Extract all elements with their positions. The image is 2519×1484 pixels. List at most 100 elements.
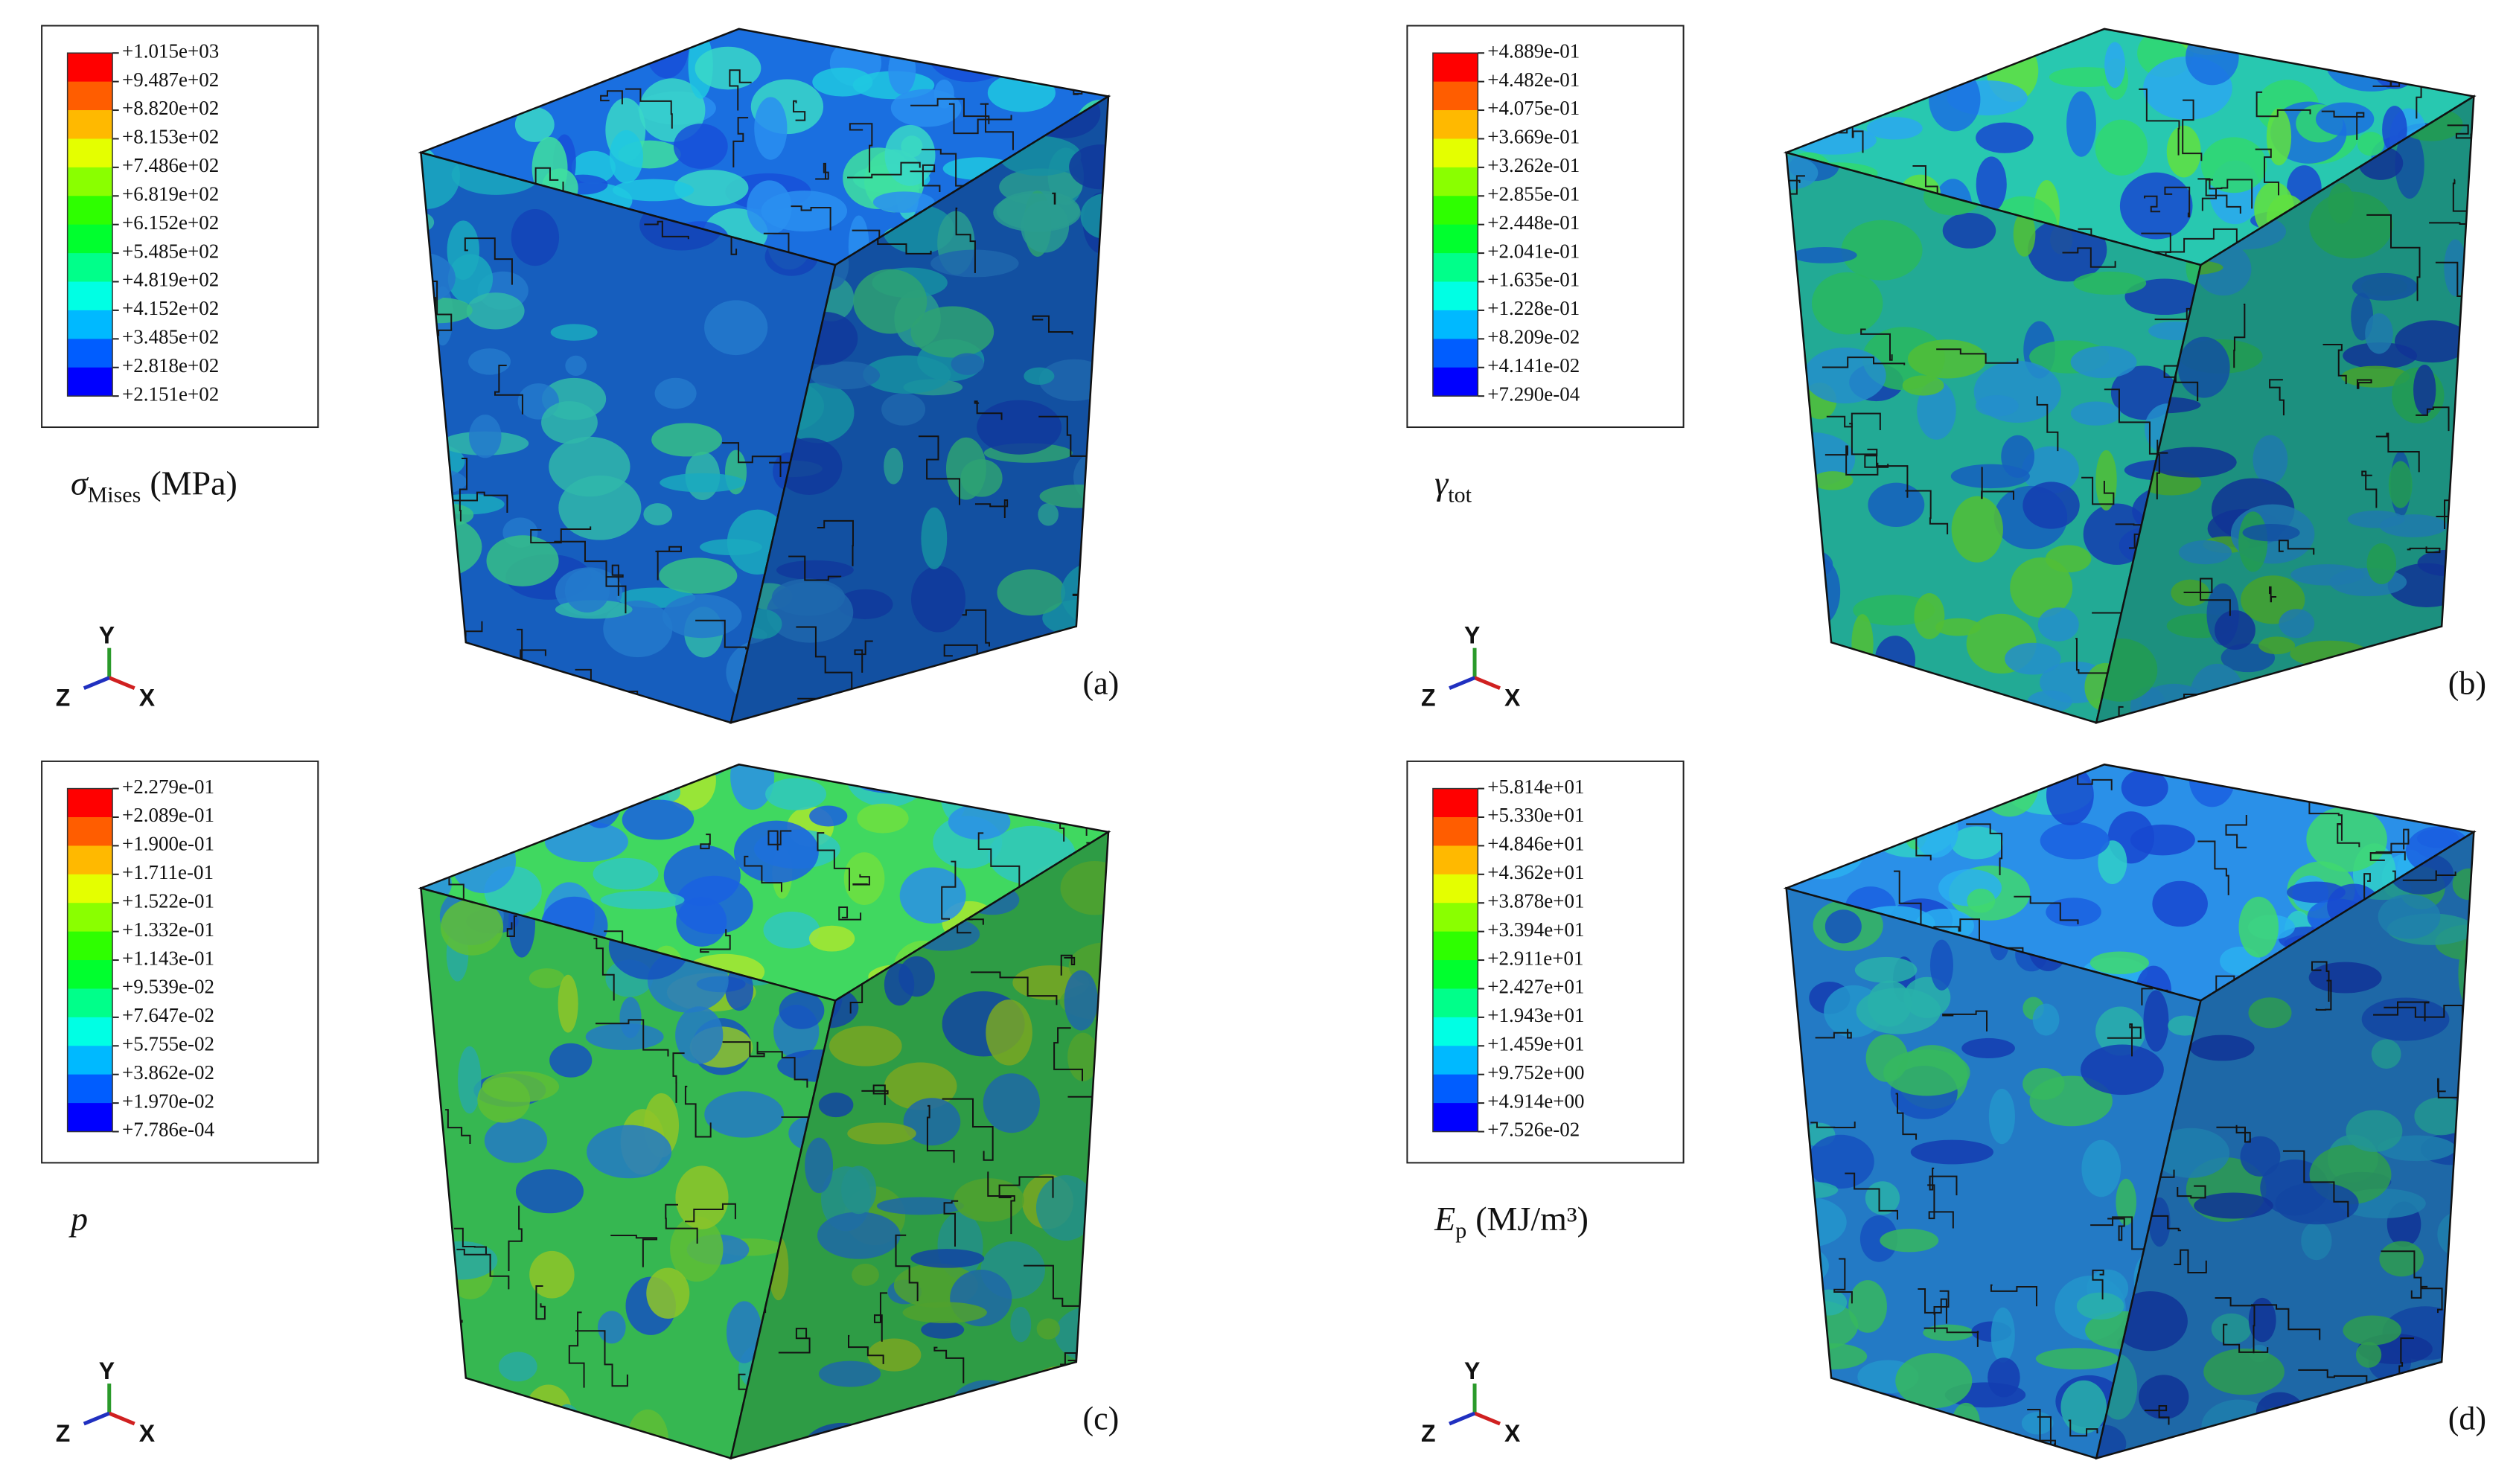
contour-blob bbox=[1935, 618, 1981, 636]
grain-boundary bbox=[1905, 490, 1949, 535]
grain-boundary bbox=[494, 364, 523, 415]
legend-label: +1.943e+01 bbox=[1487, 1004, 1584, 1026]
panel: +5.814e+01 +5.330e+01 +4.846e+01 +4.362e+01… bbox=[1406, 760, 2486, 1460]
grain-boundary bbox=[971, 714, 1019, 723]
contour-blob bbox=[1804, 347, 1886, 404]
contour-blob bbox=[2095, 119, 2148, 176]
cube-face bbox=[730, 96, 1109, 723]
contour-blob bbox=[2143, 990, 2169, 1052]
contour-blob bbox=[1021, 200, 1070, 253]
legend-label: +6.152e+02 bbox=[122, 211, 219, 234]
grain-boundary bbox=[2139, 88, 2180, 156]
contour-blob bbox=[477, 1077, 531, 1123]
grain-boundary bbox=[593, 700, 648, 723]
grain-boundary bbox=[464, 237, 513, 285]
contour-blob bbox=[427, 1216, 447, 1274]
grain-boundary bbox=[941, 860, 957, 920]
grain-boundary bbox=[1933, 1290, 1950, 1333]
legend-label: +7.786e-04 bbox=[122, 1119, 214, 1141]
grain-boundary bbox=[685, 1203, 736, 1223]
contour-blob bbox=[1866, 117, 1923, 140]
legend-band bbox=[67, 281, 113, 311]
contour-blob bbox=[675, 1006, 724, 1064]
legend-band bbox=[1432, 253, 1478, 283]
variable-symbol: γ bbox=[1434, 464, 1449, 502]
cube-edge bbox=[729, 95, 1110, 724]
legend-label: +4.482e-01 bbox=[1487, 68, 1580, 91]
grain-boundary bbox=[2216, 1125, 2251, 1143]
triad-z bbox=[83, 1411, 110, 1426]
legend-band bbox=[1432, 988, 1478, 1018]
triad-label: X bbox=[139, 1420, 156, 1447]
grain-boundary bbox=[2151, 228, 2238, 253]
panel-label: (c) bbox=[1082, 1401, 1119, 1437]
contour-blob bbox=[843, 852, 885, 905]
grain-boundary bbox=[644, 220, 689, 240]
contour-blob bbox=[1786, 103, 1849, 134]
grain-boundary bbox=[1942, 1010, 1988, 1032]
legend-band bbox=[67, 874, 113, 903]
contour-blob bbox=[2346, 1110, 2403, 1152]
contour-blob bbox=[2070, 401, 2121, 426]
triad-z bbox=[83, 676, 110, 690]
contour-blob bbox=[921, 1320, 965, 1339]
contour-blob bbox=[1786, 73, 1841, 129]
legend-label: +2.911e+01 bbox=[1487, 947, 1583, 969]
grain-boundary bbox=[998, 1176, 1054, 1199]
contour-blob bbox=[2395, 320, 2471, 363]
grain-boundary bbox=[1094, 696, 1109, 723]
grain-boundary bbox=[838, 906, 862, 921]
grain-boundary bbox=[672, 1052, 685, 1103]
legend-label: +1.459e+01 bbox=[1487, 1032, 1584, 1055]
grain-boundary bbox=[910, 97, 990, 124]
grain-boundary bbox=[2183, 694, 2238, 723]
grain-boundary bbox=[2164, 186, 2191, 218]
face-base bbox=[1786, 764, 2474, 1001]
legend-label: +4.889e-01 bbox=[1487, 39, 1580, 62]
contour-blob bbox=[2240, 1136, 2281, 1177]
contour-blob bbox=[2221, 643, 2276, 673]
contour-blob bbox=[1890, 700, 1943, 723]
legend-label: +1.015e+03 bbox=[122, 39, 219, 62]
grain-boundary bbox=[1936, 348, 2019, 364]
contour-blob bbox=[1941, 35, 2024, 66]
contour-blob bbox=[2379, 514, 2448, 537]
contour-blob bbox=[725, 968, 754, 1011]
grain-boundary bbox=[2216, 179, 2253, 209]
contour-blob bbox=[670, 1216, 724, 1282]
grain-boundary bbox=[2375, 432, 2420, 473]
contour-blob bbox=[2361, 997, 2450, 1041]
contour-blob bbox=[1976, 122, 2034, 153]
grain-boundary bbox=[1063, 639, 1109, 659]
contour-blob bbox=[564, 569, 610, 613]
grain-boundary bbox=[933, 1346, 965, 1384]
triad-label: Y bbox=[1464, 622, 1480, 649]
contour-blob bbox=[982, 764, 1067, 794]
contour-blob bbox=[2365, 313, 2393, 354]
grain-boundary bbox=[2329, 1444, 2346, 1459]
legend-band bbox=[67, 310, 113, 339]
contour-blob bbox=[763, 911, 820, 949]
grain-boundary bbox=[1949, 53, 1976, 63]
legend-label: +7.526e-02 bbox=[1487, 1119, 1580, 1141]
contour-blob bbox=[2081, 1139, 2121, 1197]
grain-boundary bbox=[796, 626, 853, 703]
contour-blob bbox=[884, 447, 904, 484]
panel-label: (a) bbox=[1082, 665, 1119, 701]
contour-blob bbox=[659, 557, 738, 594]
grain-boundary bbox=[1860, 328, 1893, 361]
grain-boundary bbox=[1052, 192, 1056, 205]
contour-blob bbox=[421, 804, 470, 862]
legend-label: +6.819e+02 bbox=[122, 182, 219, 205]
contour-blob bbox=[519, 764, 589, 802]
contour-blob bbox=[424, 50, 502, 117]
contour-blob bbox=[421, 1270, 433, 1326]
triad-label: Y bbox=[99, 1357, 115, 1384]
grain-boundary bbox=[1990, 1284, 2037, 1307]
cube-edge bbox=[2095, 95, 2475, 724]
contour-blob bbox=[1010, 1306, 1032, 1343]
contour-blob bbox=[651, 423, 723, 457]
contour-blob bbox=[2238, 896, 2279, 958]
contour-blob bbox=[853, 269, 928, 334]
grain-boundary bbox=[2197, 178, 2217, 211]
